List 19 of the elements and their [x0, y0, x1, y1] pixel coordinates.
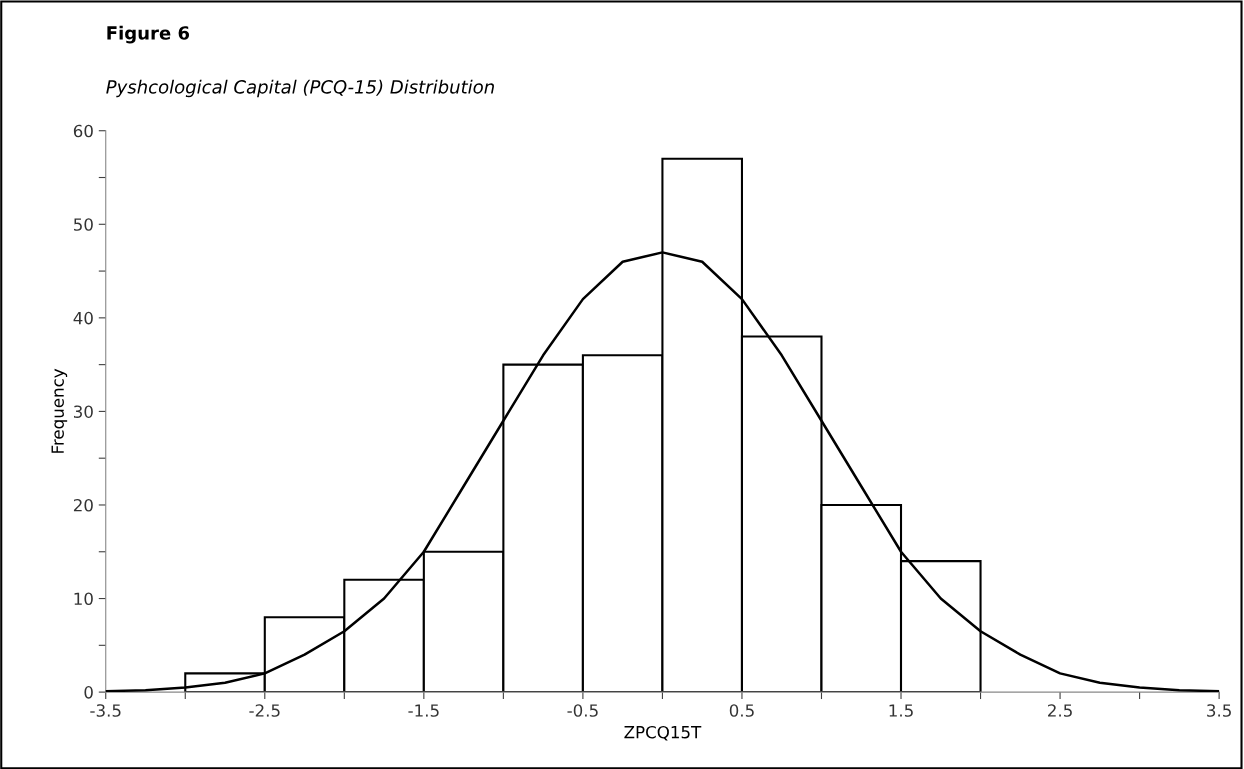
- x-axis-title: ZPCQ15T: [624, 725, 702, 741]
- x-tick-label: -2.5: [249, 704, 280, 717]
- y-tick-label: 30: [74, 405, 93, 418]
- x-tick-label: -0.5: [567, 704, 598, 717]
- y-tick-label: 50: [74, 218, 93, 231]
- x-tick-label: -3.5: [90, 704, 121, 717]
- x-tick-label: 0.5: [729, 704, 754, 717]
- x-tick-label: 2.5: [1048, 704, 1072, 717]
- y-tick-label: 0: [84, 686, 93, 699]
- y-tick-label: 10: [74, 592, 93, 606]
- y-tick-label: 20: [73, 498, 93, 512]
- x-tick-label: -1.5: [408, 704, 439, 717]
- y-tick-label: 60: [73, 124, 93, 138]
- x-tick-label: 1.5: [889, 704, 913, 717]
- y-axis-title: Frequency: [51, 368, 68, 453]
- x-tick-label: 3.5: [1207, 704, 1231, 717]
- chart-title: Figure 6: [107, 25, 190, 44]
- y-tick-label: 40: [73, 311, 93, 325]
- chart-subtitle: Pyshcological Capital (PCQ-15) Distribution: [106, 79, 494, 98]
